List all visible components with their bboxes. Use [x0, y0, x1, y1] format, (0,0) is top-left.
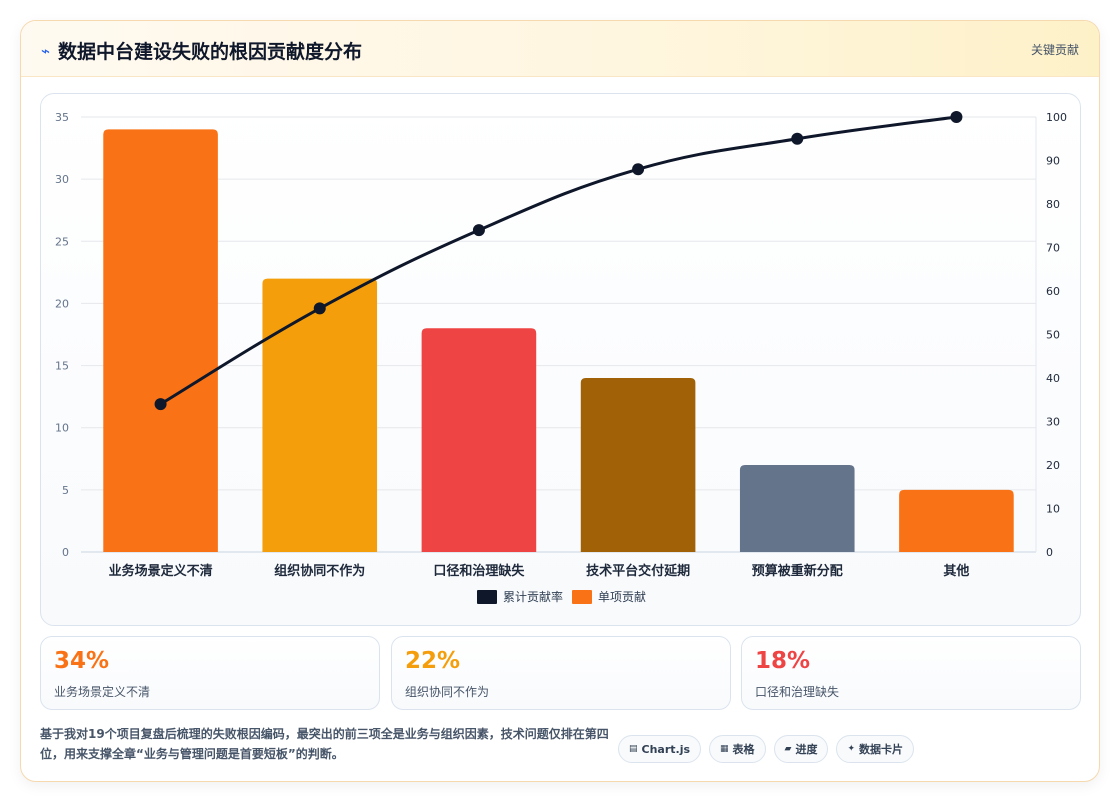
pareto-chart: 0 5 10 15 20 25 30 35 0 10 20 30 40 50 60 70 80 90 100 业务场景…	[55, 111, 1067, 604]
page-title: 数据中台建设失败的根因贡献度分布	[58, 41, 363, 63]
stat-value: 34%	[54, 648, 110, 674]
chart-card: ⌁ 数据中台建设失败的根因贡献度分布 关键贡献 0 5 10 15 20 25 30 35 0 1…	[20, 20, 1100, 782]
chip-label: Chart.js	[641, 742, 691, 756]
chart-icon: ▤	[629, 744, 638, 754]
y-right-tick-label: 90	[1046, 155, 1060, 168]
y-left-tick-label: 0	[62, 546, 69, 559]
line-point	[154, 398, 167, 411]
chip-progress[interactable]: ▰ 进度	[773, 735, 829, 763]
bar	[739, 465, 855, 552]
stat-value: 18%	[755, 648, 811, 674]
y-left-tick-label: 15	[55, 360, 69, 373]
chip-label: 表格	[732, 743, 755, 756]
x-tick-label: 预算被重新分配	[752, 563, 843, 579]
zap-icon: ⌁	[41, 41, 51, 60]
y-left-tick-label: 20	[55, 297, 69, 310]
y-right-tick-label: 20	[1046, 459, 1060, 472]
line-point	[632, 163, 645, 176]
y-right-tick-label: 60	[1046, 285, 1060, 298]
x-tick-label: 业务场景定义不清	[109, 563, 213, 579]
x-tick-label: 其他	[943, 563, 969, 579]
y-left-tick-label: 35	[55, 111, 69, 124]
chart-container: 0 5 10 15 20 25 30 35 0 10 20 30 40 50 60 70 80 90 100 业务场景…	[40, 93, 1081, 626]
y-right-tick-label: 70	[1046, 242, 1060, 255]
y-right-tick-label: 50	[1046, 329, 1060, 342]
x-tick-label: 口径和治理缺失	[433, 563, 525, 579]
legend-label: 单项贡献	[598, 589, 646, 604]
line-point	[950, 111, 963, 123]
stat-card-1: 34% 业务场景定义不清	[40, 636, 380, 710]
stat-label: 组织协同不作为	[405, 685, 490, 699]
stat-card-3: 18% 口径和治理缺失	[741, 636, 1081, 710]
y-right-tick-label: 10	[1046, 503, 1060, 516]
stat-value: 22%	[405, 648, 461, 674]
y-right-tick-label: 30	[1046, 416, 1060, 429]
y-right-tick-label: 80	[1046, 198, 1060, 211]
footer-note: 基于我对19个项目复盘后梳理的失败根因编码，最突出的前三项全是业务与组织因素，技…	[40, 727, 609, 761]
tag-chips: ▤ Chart.js ▦ 表格 ▰ 进度 ✦ 数据卡片	[618, 735, 915, 763]
bar	[580, 378, 696, 552]
legend-swatch	[572, 590, 592, 604]
legend-swatch	[477, 590, 497, 604]
y-left-tick-label: 25	[55, 235, 69, 248]
chip-data-card[interactable]: ✦ 数据卡片	[836, 735, 915, 763]
stat-label: 口径和治理缺失	[755, 685, 840, 699]
y-right-tick-label: 0	[1046, 546, 1053, 559]
table-icon: ▦	[720, 744, 729, 754]
x-tick-label: 技术平台交付延期	[586, 563, 690, 579]
y-left-tick-label: 5	[62, 484, 69, 497]
y-right-tick-label: 40	[1046, 372, 1060, 385]
bar	[421, 328, 537, 552]
stat-label: 业务场景定义不清	[54, 685, 151, 699]
legend-label: 累计贡献率	[503, 589, 563, 604]
header-tag: 关键贡献	[1030, 43, 1079, 57]
card-header: ⌁ 数据中台建设失败的根因贡献度分布 关键贡献	[21, 21, 1099, 77]
bar	[899, 489, 1014, 552]
chip-label: 进度	[795, 743, 818, 756]
bar	[103, 129, 218, 552]
y-left-tick-label: 30	[55, 173, 69, 186]
y-right-tick-label: 100	[1046, 111, 1067, 124]
sparkle-icon: ✦	[847, 744, 856, 754]
progress-icon: ▰	[784, 744, 792, 754]
y-left-tick-label: 10	[55, 422, 69, 435]
line-point	[791, 132, 804, 145]
chip-chartjs[interactable]: ▤ Chart.js	[618, 735, 702, 763]
chip-label: 数据卡片	[859, 743, 904, 756]
cumulative-line	[159, 115, 957, 406]
x-tick-label: 组织协同不作为	[274, 563, 365, 579]
bar	[262, 278, 378, 552]
stat-card-2: 22% 组织协同不作为	[391, 636, 731, 710]
line-point	[313, 302, 326, 315]
line-point	[472, 224, 485, 237]
title-group: ⌁ 数据中台建设失败的根因贡献度分布	[41, 37, 362, 64]
chip-table[interactable]: ▦ 表格	[709, 735, 766, 763]
